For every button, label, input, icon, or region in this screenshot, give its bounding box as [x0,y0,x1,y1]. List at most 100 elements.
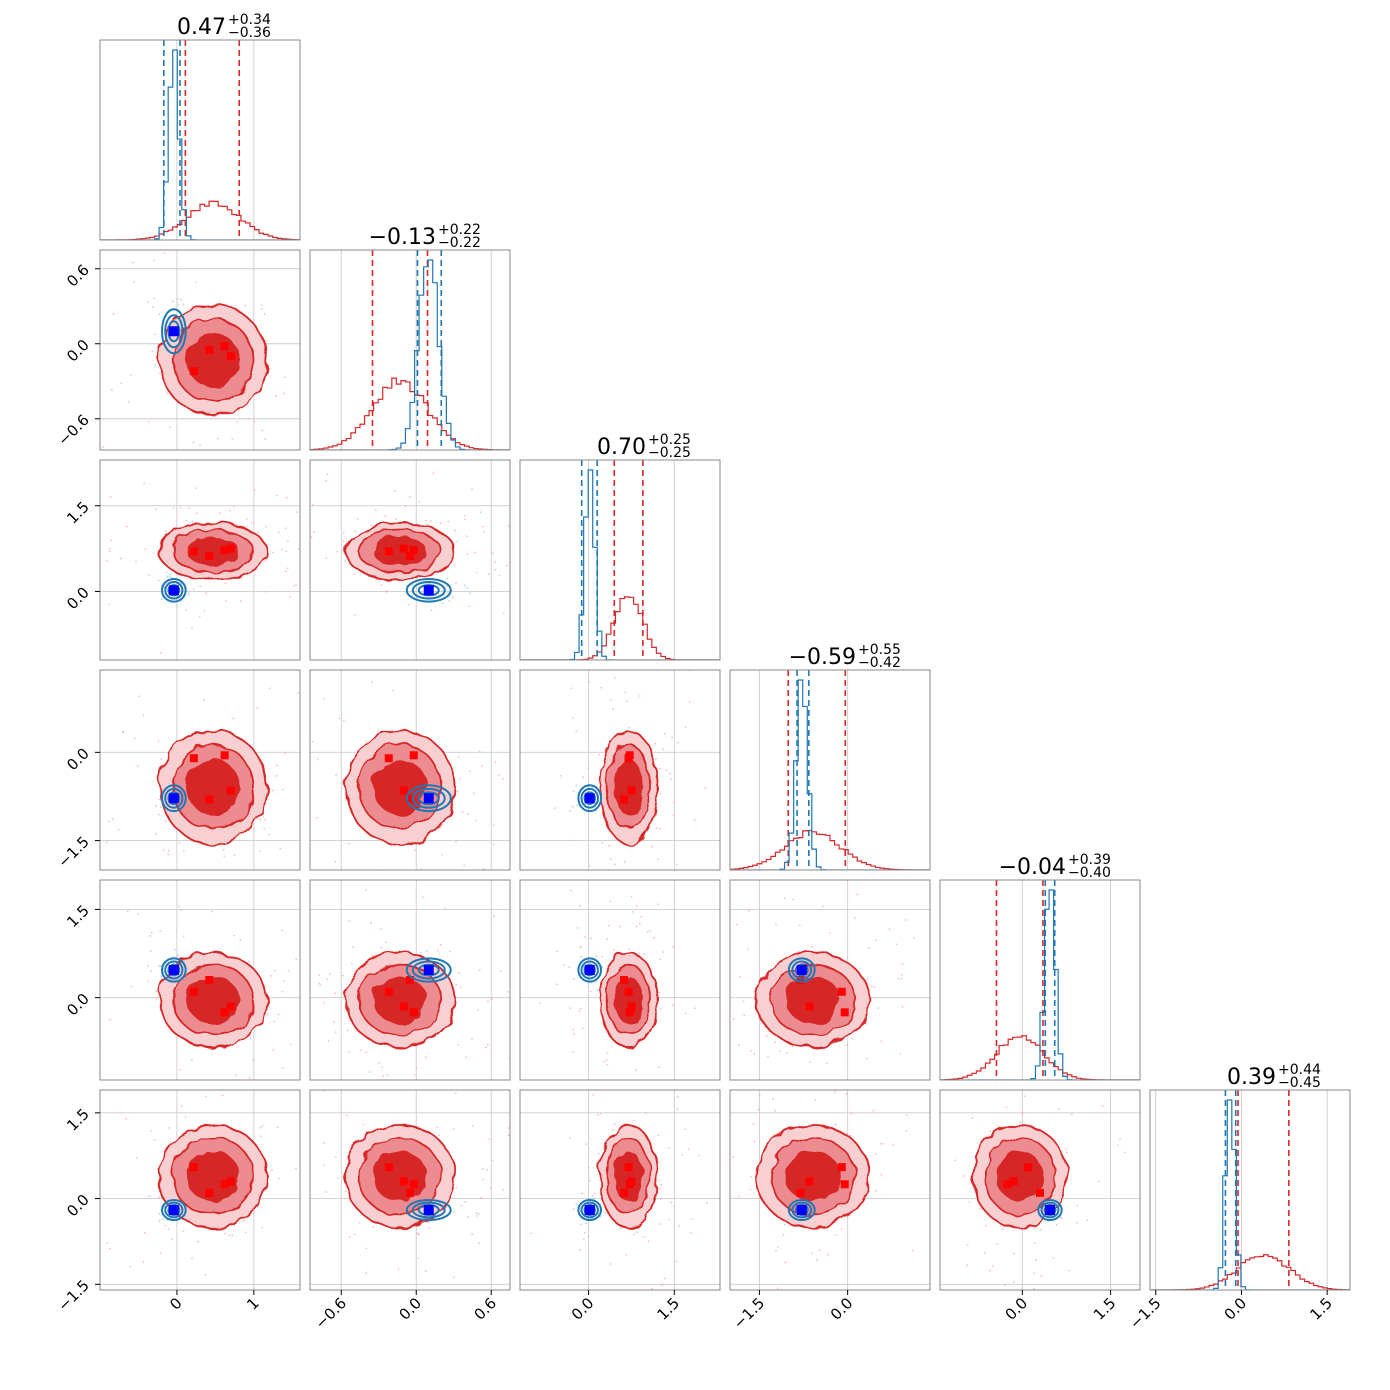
sample-point [424,919,426,921]
sample-point [870,985,873,988]
sample-point [658,991,661,994]
sample-point [494,568,497,571]
sample-point [534,1228,536,1230]
red-contour-3 [186,1150,240,1202]
sample-point [314,959,316,961]
red-contour-3 [614,976,644,1024]
sample-point [153,1138,156,1141]
sample-point [871,877,873,879]
sample-point [1119,1138,1122,1141]
sample-point [713,1211,715,1213]
sample-point [292,585,295,587]
sample-point [742,1000,745,1003]
blue-marker [796,965,807,975]
sample-point [789,1125,792,1128]
plot-area [530,1042,708,1316]
sample-point [259,1135,262,1138]
sample-point [716,1070,718,1072]
sample-point [660,1183,662,1186]
sample-point [282,980,285,982]
blue-marker [423,793,434,804]
title-lower-error: −0.42 [858,655,901,671]
sample-point [1005,1106,1008,1109]
sample-point [216,437,219,440]
sample-point [290,1043,292,1046]
red-marker [220,342,229,351]
red-marker [189,754,198,763]
sample-point [598,753,600,756]
histogram-red [730,829,930,870]
red-marker [805,1002,814,1011]
sample-point [1065,1151,1068,1154]
sample-point [295,584,297,587]
sample-point [597,1113,599,1116]
sample-point [180,600,183,603]
sample-point [627,1314,629,1316]
sample-point [111,389,113,391]
sample-point [305,1106,307,1108]
sample-point [559,774,562,777]
sample-point [875,939,877,942]
sample-point [1098,1180,1100,1183]
sample-point [1017,1088,1019,1090]
sample-point [318,982,321,985]
red-contour-3 [785,1150,841,1202]
sample-point [524,1048,526,1050]
sample-point [109,496,112,498]
blue-marker [168,326,179,337]
sample-point [631,910,634,913]
sample-point [654,757,657,760]
sample-point [240,1091,242,1093]
sample-point [148,574,150,576]
panel-1-0: −0.6 0.0 0.6 [54,249,301,454]
sample-point [1152,1164,1154,1166]
red-marker [624,987,633,996]
sample-point [482,1178,485,1181]
sample-point [241,452,243,454]
sample-point [647,1297,649,1299]
y-tick-label: 0.0 [63,744,93,774]
sample-point [276,722,278,724]
sample-point [657,1134,660,1136]
red-marker [384,547,393,556]
sample-point [199,443,201,446]
x-tick-label: 1.5 [1306,1294,1336,1324]
sample-point [135,560,137,563]
sample-point [581,1027,584,1030]
sample-point [415,1067,418,1070]
red-marker [226,352,235,361]
sample-point [630,895,633,898]
sample-point [188,592,190,594]
sample-point [606,1042,608,1044]
sample-point [882,1142,885,1145]
plot-area [100,905,316,1108]
sample-point [295,493,297,495]
plot-area [554,670,707,868]
blue-marker [423,1205,434,1215]
blue-contour-2 [580,1201,599,1219]
sample-point [507,991,509,993]
sample-point [658,1179,661,1182]
panel-frame [309,669,511,871]
sample-point [191,1257,193,1260]
histogram-red [1150,1254,1350,1290]
sample-point [372,1298,374,1300]
red-contour-3 [186,759,240,815]
sample-point [643,953,645,955]
sample-point [465,535,468,538]
sample-point [424,1270,427,1273]
red-marker [1024,1163,1033,1172]
sample-point [597,989,599,992]
sample-point [493,1072,495,1074]
sample-point [453,1276,455,1279]
sample-point [925,1151,927,1153]
sample-point [792,898,794,901]
x-tick-label: 0.0 [1002,1294,1032,1324]
sample-point [155,805,157,807]
red-marker [406,976,414,984]
sample-point [270,974,272,977]
sample-point [392,1077,394,1079]
sample-point [650,1287,653,1290]
blue-contours [787,957,816,983]
sample-point [775,923,777,926]
